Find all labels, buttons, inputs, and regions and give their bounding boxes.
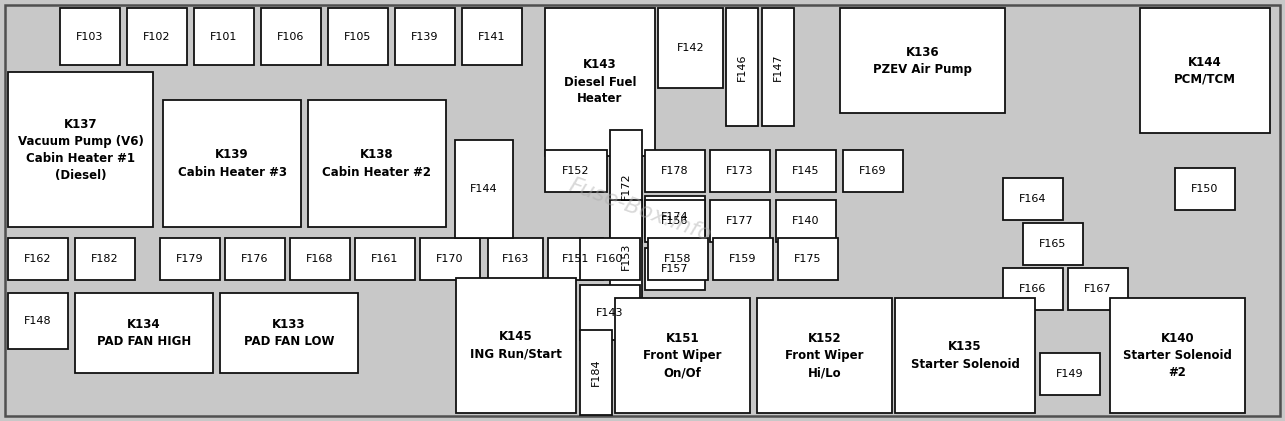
Bar (8, 72, 153, 227)
Bar (225, 238, 285, 280)
Text: F162: F162 (24, 254, 51, 264)
Bar (776, 200, 837, 242)
Text: K145
ING Run/Start: K145 ING Run/Start (470, 330, 562, 360)
Text: F152: F152 (563, 166, 590, 176)
Bar (220, 293, 359, 373)
Text: F146: F146 (738, 53, 747, 81)
Bar (308, 100, 446, 227)
Bar (488, 238, 544, 280)
Text: F148: F148 (24, 316, 51, 326)
Bar (726, 8, 758, 126)
Bar (127, 8, 188, 65)
Text: F139: F139 (411, 32, 438, 42)
Bar (328, 8, 388, 65)
Bar (194, 8, 254, 65)
Bar (8, 238, 68, 280)
Text: F158: F158 (664, 254, 691, 264)
Text: F169: F169 (860, 166, 887, 176)
Text: F105: F105 (344, 32, 371, 42)
Bar (1110, 298, 1245, 413)
Bar (711, 200, 770, 242)
Text: F184: F184 (591, 359, 601, 386)
Bar (1140, 8, 1270, 133)
Text: F102: F102 (143, 32, 171, 42)
Bar (777, 238, 838, 280)
Bar (645, 196, 705, 238)
Text: F151: F151 (562, 254, 590, 264)
Text: F170: F170 (436, 254, 464, 264)
Text: K143
Diesel Fuel
Heater: K143 Diesel Fuel Heater (564, 59, 636, 106)
Bar (163, 100, 301, 227)
Text: K144
PCM/TCM: K144 PCM/TCM (1174, 56, 1236, 85)
Bar (894, 298, 1034, 413)
Text: F156: F156 (662, 216, 689, 226)
Bar (757, 298, 892, 413)
Bar (645, 150, 705, 192)
Bar (547, 238, 603, 280)
Bar (545, 8, 655, 156)
Bar (261, 8, 321, 65)
Bar (1068, 268, 1128, 310)
Text: F163: F163 (502, 254, 529, 264)
Bar (455, 140, 513, 238)
Text: F157: F157 (662, 264, 689, 274)
Text: F178: F178 (662, 166, 689, 176)
Bar (394, 8, 455, 65)
Text: F106: F106 (278, 32, 305, 42)
Bar (616, 298, 750, 413)
Bar (1004, 178, 1063, 220)
Bar (545, 150, 607, 192)
Bar (463, 8, 522, 65)
Text: F172: F172 (621, 172, 631, 200)
Text: F101: F101 (211, 32, 238, 42)
Text: F145: F145 (793, 166, 820, 176)
Bar (580, 330, 612, 415)
Text: F149: F149 (1056, 369, 1083, 379)
Text: F103: F103 (76, 32, 104, 42)
Text: F166: F166 (1019, 284, 1047, 294)
Text: K140
Starter Solenoid
#2: K140 Starter Solenoid #2 (1123, 332, 1232, 379)
Bar (1004, 268, 1063, 310)
Text: F182: F182 (91, 254, 118, 264)
Bar (456, 278, 576, 413)
Text: K133
PAD FAN LOW: K133 PAD FAN LOW (244, 318, 334, 348)
Text: F167: F167 (1085, 284, 1112, 294)
Text: K137
Vacuum Pump (V6)
Cabin Heater #1
(Diesel): K137 Vacuum Pump (V6) Cabin Heater #1 (D… (18, 117, 144, 181)
Text: F164: F164 (1019, 194, 1047, 204)
Text: F141: F141 (478, 32, 506, 42)
Text: F174: F174 (662, 212, 689, 222)
Bar (1174, 168, 1235, 210)
Text: F177: F177 (726, 216, 754, 226)
Text: F153: F153 (621, 242, 631, 270)
Text: K134
PAD FAN HIGH: K134 PAD FAN HIGH (96, 318, 191, 348)
Bar (762, 8, 794, 126)
Text: F160: F160 (596, 254, 623, 264)
Bar (610, 200, 642, 312)
Bar (645, 200, 705, 242)
Text: F175: F175 (794, 254, 821, 264)
Bar (420, 238, 481, 280)
Text: K139
Cabin Heater #3: K139 Cabin Heater #3 (177, 149, 287, 179)
Text: F143: F143 (596, 307, 623, 317)
Bar (580, 238, 640, 280)
Text: F144: F144 (470, 184, 497, 194)
Text: K138
Cabin Heater #2: K138 Cabin Heater #2 (323, 149, 432, 179)
Text: F140: F140 (793, 216, 820, 226)
Bar (1040, 353, 1100, 395)
Text: F168: F168 (306, 254, 334, 264)
Text: F147: F147 (774, 53, 783, 81)
Text: K135
Starter Solenoid: K135 Starter Solenoid (911, 341, 1019, 370)
Text: F165: F165 (1040, 239, 1067, 249)
Bar (161, 238, 220, 280)
Text: K152
Front Wiper
Hi/Lo: K152 Front Wiper Hi/Lo (785, 332, 864, 379)
Bar (290, 238, 350, 280)
Text: F179: F179 (176, 254, 204, 264)
Bar (843, 150, 903, 192)
Bar (711, 150, 770, 192)
Bar (1023, 223, 1083, 265)
Bar (75, 238, 135, 280)
Bar (610, 130, 642, 242)
Bar (648, 238, 708, 280)
Text: F159: F159 (730, 254, 757, 264)
Bar (776, 150, 837, 192)
